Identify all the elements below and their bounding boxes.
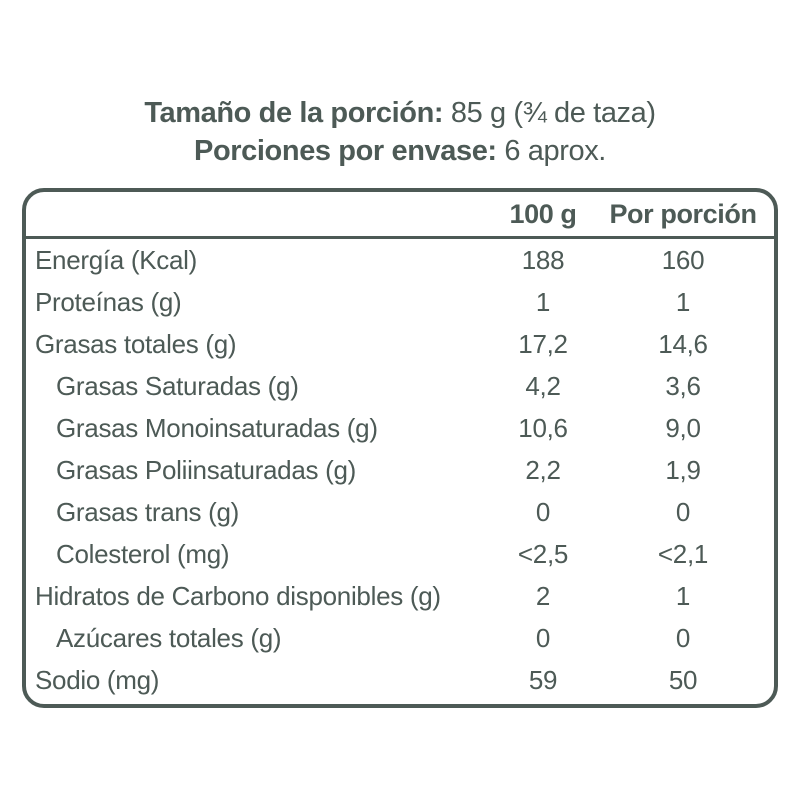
table-row: Grasas Poliinsaturadas (g) 2,2 1,9: [26, 449, 774, 491]
nutrition-facts-table: 100 g Por porción Energía (Kcal) 188 160…: [22, 188, 778, 708]
serving-size-value: 85 g (¾ de taza): [450, 97, 656, 129]
servings-per-pack-label: Porciones por envase:: [194, 135, 497, 167]
value-per-portion: 1: [675, 286, 691, 317]
value-per-portion: 0: [675, 496, 691, 527]
value-per-100g: 2,2: [525, 454, 561, 485]
table-row: Energía (Kcal) 188 160: [26, 239, 774, 281]
table-row: Grasas trans (g) 0 0: [26, 491, 774, 533]
nutrition-rows: Energía (Kcal) 188 160 Proteínas (g) 1 1…: [26, 239, 774, 701]
value-per-100g: 0: [535, 496, 551, 527]
table-row: Hidratos de Carbono disponibles (g) 2 1: [26, 575, 774, 617]
nutrient-label: Energía (Kcal): [35, 244, 197, 275]
column-header-per-portion: Por porción: [609, 198, 757, 229]
nutrient-label: Grasas Saturadas (g): [56, 370, 299, 401]
value-per-portion: <2,1: [657, 538, 709, 569]
servings-per-pack-value: 6 aprox.: [504, 135, 606, 167]
value-per-100g: 2: [535, 580, 551, 611]
value-per-100g: 1: [535, 286, 551, 317]
value-per-100g: 59: [528, 664, 558, 695]
nutrient-label: Sodio (mg): [35, 664, 160, 695]
value-per-100g: 188: [521, 244, 565, 275]
value-per-portion: 3,6: [665, 370, 701, 401]
nutrient-label: Grasas Monoinsaturadas (g): [56, 412, 378, 443]
serving-size-label: Tamaño de la porción:: [144, 97, 444, 129]
table-header-row: 100 g Por porción: [26, 192, 774, 239]
nutrient-label: Grasas totales (g): [35, 328, 237, 359]
value-per-100g: 4,2: [525, 370, 561, 401]
value-per-portion: 160: [661, 244, 705, 275]
table-row: Proteínas (g) 1 1: [26, 281, 774, 323]
value-per-portion: 1,9: [665, 454, 701, 485]
value-per-portion: 9,0: [665, 412, 701, 443]
table-row: Colesterol (mg) <2,5 <2,1: [26, 533, 774, 575]
nutrient-label: Grasas trans (g): [56, 496, 240, 527]
servings-per-pack-line: Porciones por envase: 6 aprox.: [0, 132, 800, 170]
value-per-100g: 17,2: [518, 328, 568, 359]
serving-size-line: Tamaño de la porción: 85 g (¾ de taza): [0, 94, 800, 132]
nutrient-label: Grasas Poliinsaturadas (g): [56, 454, 356, 485]
value-per-portion: 50: [668, 664, 698, 695]
nutrient-label: Hidratos de Carbono disponibles (g): [35, 580, 441, 611]
nutrient-label: Colesterol (mg): [56, 538, 230, 569]
value-per-portion: 14,6: [658, 328, 708, 359]
table-row: Grasas totales (g) 17,2 14,6: [26, 323, 774, 365]
table-row: Grasas Monoinsaturadas (g) 10,6 9,0: [26, 407, 774, 449]
column-header-100g: 100 g: [509, 198, 577, 229]
table-row: Sodio (mg) 59 50: [26, 659, 774, 701]
value-per-100g: <2,5: [517, 538, 569, 569]
table-row: Grasas Saturadas (g) 4,2 3,6: [26, 365, 774, 407]
value-per-portion: 0: [675, 622, 691, 653]
value-per-100g: 10,6: [518, 412, 568, 443]
value-per-portion: 1: [675, 580, 691, 611]
table-row: Azúcares totales (g) 0 0: [26, 617, 774, 659]
value-per-100g: 0: [535, 622, 551, 653]
serving-info: Tamaño de la porción: 85 g (¾ de taza) P…: [0, 94, 800, 170]
nutrient-label: Proteínas (g): [35, 286, 182, 317]
nutrient-label: Azúcares totales (g): [56, 622, 282, 653]
